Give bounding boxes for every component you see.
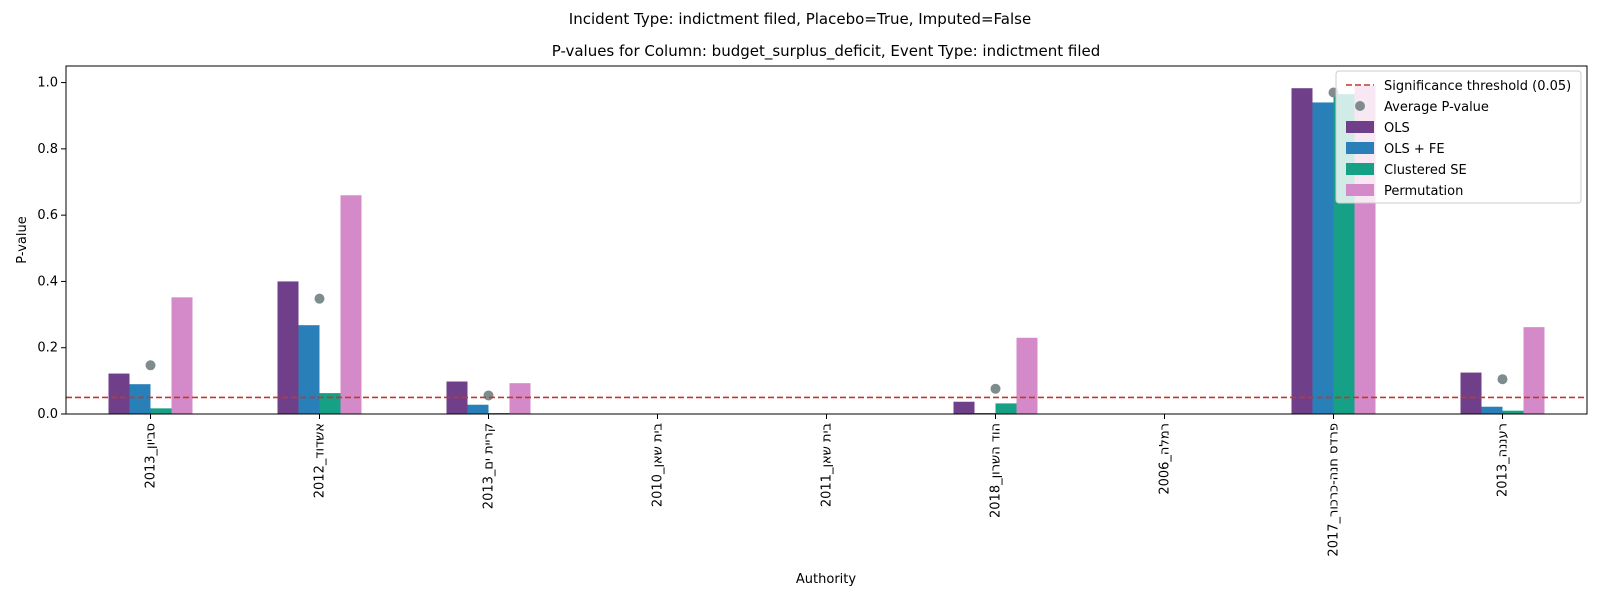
legend-label-ols: OLS: [1384, 121, 1410, 136]
bar-clustered-se-0: [150, 408, 172, 414]
bar-clustered-se-1: [319, 393, 341, 414]
bar-permutation-8: [1523, 327, 1545, 414]
x-tick-label-7: פרדס חנה-כרכור_2017: [1327, 423, 1342, 557]
x-tick-label-3: בית שאן_2010: [651, 423, 666, 507]
x-tick-label-1: אשדוד_2012: [313, 423, 328, 498]
legend-label-permutation: Permutation: [1384, 184, 1463, 199]
legend-label-clustered-se: Clustered SE: [1384, 163, 1467, 178]
y-axis-label: P-value: [15, 216, 30, 263]
figure-suptitle: Incident Type: indictment filed, Placebo…: [569, 10, 1031, 28]
x-tick-label-0: סביון_2013: [144, 423, 159, 489]
plot-area: 0.0 0.2 0.4 0.6 0.8 1.0 סביון_2013 אשדוד_2012 קר…: [37, 65, 1588, 557]
x-axis-label: Authority: [796, 572, 856, 587]
x-tick-label-5: הוד השרון_2018: [989, 423, 1004, 518]
legend: Significance threshold (0.05) Average P-v…: [1335, 70, 1582, 204]
x-tick-label-6: רמלה_2006: [1158, 423, 1173, 495]
bar-ols-fe-0: [129, 384, 151, 414]
y-tick-label-1: 0.2: [37, 341, 58, 356]
y-tick-label-0: 0.0: [37, 407, 58, 422]
legend-label-ols-fe: OLS + FE: [1384, 142, 1445, 157]
legend-swatch-clustered-se: [1346, 163, 1374, 175]
y-tick-label-5: 1.0: [37, 76, 58, 91]
legend-swatch-ols: [1346, 121, 1374, 133]
legend-label-significance-threshold-0-05-: Significance threshold (0.05): [1384, 79, 1571, 94]
bar-ols-fe-7: [1312, 102, 1334, 414]
legend-swatch-ols-fe: [1346, 142, 1374, 154]
legend-swatch-average-p-value: [1355, 101, 1365, 111]
bar-clustered-se-8: [1502, 410, 1524, 414]
bar-permutation-2: [509, 383, 531, 414]
bar-ols-0: [108, 373, 130, 414]
x-tick-label-2: קריית ים_2013: [482, 423, 497, 509]
bar-permutation-5: [1016, 337, 1038, 414]
y-tick-label-4: 0.8: [37, 142, 58, 157]
bar-ols-fe-1: [298, 325, 320, 414]
x-tick-label-4: בית שאן_2011: [820, 423, 835, 507]
average-point-5: [990, 383, 1001, 394]
legend-label-average-p-value: Average P-value: [1384, 100, 1489, 115]
average-point-1: [314, 293, 325, 304]
bar-permutation-1: [340, 195, 362, 414]
y-tick-label-3: 0.6: [37, 208, 58, 223]
bar-ols-8: [1460, 372, 1482, 414]
bar-ols-7: [1291, 88, 1313, 414]
y-tick-label-2: 0.4: [37, 274, 58, 289]
average-point-8: [1497, 374, 1508, 385]
bar-clustered-se-5: [995, 403, 1017, 414]
legend-swatch-permutation: [1346, 184, 1374, 196]
bar-ols-fe-8: [1481, 406, 1503, 414]
chart-title: P-values for Column: budget_surplus_defi…: [552, 42, 1101, 61]
bar-ols-1: [277, 281, 299, 414]
x-tick-label-8: רעננה_2013: [1496, 423, 1511, 497]
legend-frame: [1335, 70, 1582, 204]
bar-permutation-0: [171, 297, 193, 414]
average-point-2: [483, 390, 494, 401]
bar-ols-5: [953, 401, 975, 414]
average-point-0: [145, 360, 156, 371]
bar-ols-fe-2: [467, 404, 489, 414]
